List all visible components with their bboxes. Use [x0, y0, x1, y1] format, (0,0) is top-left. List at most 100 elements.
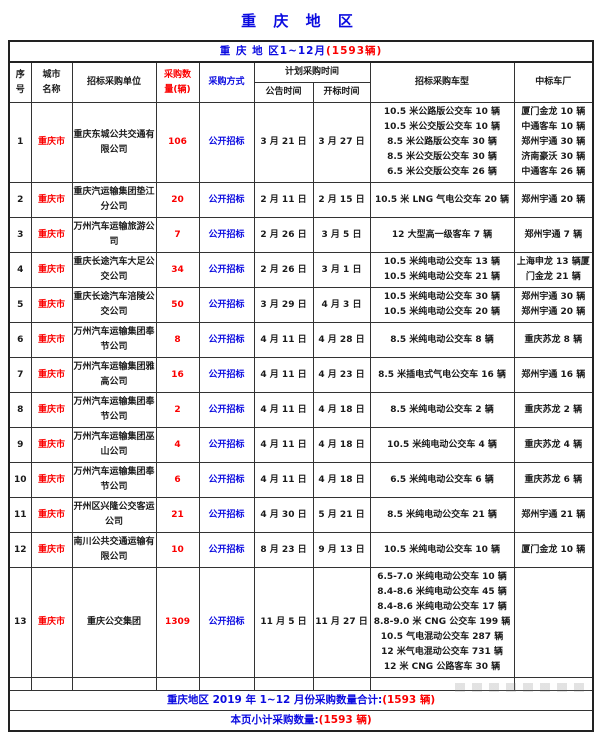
- winner-cell: 上海申龙 13 辆厦门金龙 21 辆: [513, 252, 594, 288]
- winner-line: 郑州宇通 30 辆: [521, 292, 586, 302]
- vehicle-cell: 10.5 米纯电动公交车 30 辆 10.5 米纯电动公交车 20 辆: [369, 287, 515, 323]
- method-cell: 公开招标: [198, 497, 255, 533]
- header-row-sub: 公告时间 开标时间: [9, 82, 593, 103]
- vehicle-line: 8.5 米纯电动公交车 21 辆: [387, 509, 497, 520]
- winner-line: 郑州宇通 7 辆: [524, 229, 583, 240]
- vehicle-cell: 10.5 米公路版公交车 10 辆 10.5 米公交版公交车 10 辆 8.5 米公…: [369, 102, 515, 183]
- vehicle-cell: 8.5 米纯电动公交车 2 辆: [369, 392, 515, 428]
- vehicle-line: 10.5 米 LNG 气电公交车 20 辆: [374, 194, 510, 205]
- table-banner: 重 庆 地 区1~12月(1593辆): [8, 40, 594, 63]
- seq-cell: 3: [8, 217, 32, 253]
- seq-cell: 1: [8, 102, 32, 183]
- winner-line: 郑州宇通 16 辆: [521, 369, 586, 380]
- announce-date-cell: 2 月 11 日: [253, 182, 314, 218]
- banner-region-label: 重 庆 地 区1~12月: [219, 45, 326, 57]
- method-cell: 公开招标: [198, 217, 255, 253]
- announce-date-cell: 8 月 23 日: [253, 532, 314, 568]
- vehicle-line: 10.5 米纯电动公交车 4 辆: [387, 439, 497, 450]
- announce-date-cell: 4 月 11 日: [253, 392, 314, 428]
- unit-cell: 万州汽车运输集团奉节公司: [71, 392, 157, 428]
- vehicle-line: 10.5 米纯电动公交车 10 辆: [383, 544, 501, 555]
- col-header-unit: 招标采购单位: [71, 61, 157, 103]
- city-cell: 重庆市: [30, 427, 73, 463]
- city-cell: 重庆市: [30, 357, 73, 393]
- open-date-cell: 4 月 28 日: [312, 322, 371, 358]
- vehicle-line: 10.5 气电混动公交车 287 辆: [380, 632, 504, 642]
- seq-cell: 12: [8, 532, 32, 568]
- qty-cell: 2: [155, 392, 200, 428]
- vehicle-cell: 8.5 米纯电动公交车 21 辆: [369, 497, 515, 533]
- announce-date-cell: 2 月 26 日: [253, 252, 314, 288]
- winner-cell: 厦门金龙 10 辆中通客车 10 辆郑州宇通 30 辆济南豪沃 30 辆中通客车…: [513, 102, 594, 183]
- seq-cell: 11: [8, 497, 32, 533]
- announce-date-cell: 3 月 21 日: [253, 102, 314, 183]
- open-date-cell: 5 月 21 日: [312, 497, 371, 533]
- empty-row: [8, 677, 594, 691]
- winner-cell: 重庆苏龙 4 辆: [513, 427, 594, 463]
- unit-cell: 重庆汽运输集团垫江分公司: [71, 182, 157, 218]
- method-cell: 公开招标: [198, 252, 255, 288]
- vehicle-cell: 12 大型高一级客车 7 辆: [369, 217, 515, 253]
- seq-cell: 9: [8, 427, 32, 463]
- winner-line: 郑州宇通 30 辆: [521, 137, 586, 147]
- vehicle-line: 8.5 米公交版公交车 30 辆: [387, 152, 497, 162]
- city-cell: 重庆市: [30, 287, 73, 323]
- announce-date-cell: 2 月 26 日: [253, 217, 314, 253]
- city-cell: 重庆市: [30, 497, 73, 533]
- vehicle-line: 8.4-8.6 米纯电动公交车 45 辆: [377, 587, 507, 597]
- city-cell: 重庆市: [30, 462, 73, 498]
- seq-cell: 4: [8, 252, 32, 288]
- col-header-announce-time: 公告时间: [253, 82, 314, 103]
- city-cell: 重庆市: [30, 102, 73, 183]
- col-header-method: 采购方式: [198, 61, 255, 103]
- winner-cell: 重庆苏龙 8 辆: [513, 322, 594, 358]
- unit-cell: 重庆东城公共交通有限公司: [71, 102, 157, 183]
- vehicle-line: 10.5 米纯电动公交车 20 辆: [383, 307, 501, 317]
- seq-cell: 13: [8, 567, 32, 678]
- qty-cell: 4: [155, 427, 200, 463]
- unit-cell: 南川公共交通运输有限公司: [71, 532, 157, 568]
- col-header-qty: 采购数 量(辆): [155, 61, 200, 103]
- vehicle-line: 10.5 米公交版公交车 10 辆: [383, 122, 501, 132]
- announce-date-cell: 4 月 11 日: [253, 322, 314, 358]
- announce-date-cell: 11 月 5 日: [253, 567, 314, 678]
- method-cell: 公开招标: [198, 567, 255, 678]
- unit-cell: 万州汽车运输集团雅高公司: [71, 357, 157, 393]
- winner-line: 厦门金龙 10 辆: [521, 107, 586, 117]
- winner-cell: 郑州宇通 20 辆: [513, 182, 594, 218]
- page-title: 重 庆 地 区: [241, 12, 359, 30]
- col-header-vehicle: 招标采购车型: [369, 61, 515, 103]
- winner-cell: 重庆苏龙 6 辆: [513, 462, 594, 498]
- announce-date-cell: 4 月 11 日: [253, 427, 314, 463]
- method-cell: 公开招标: [198, 427, 255, 463]
- winner-line: 郑州宇通 21 辆: [521, 509, 586, 520]
- qty-cell: 10: [155, 532, 200, 568]
- open-date-cell: 4 月 18 日: [312, 427, 371, 463]
- open-date-cell: 9 月 13 日: [312, 532, 371, 568]
- city-cell: 重庆市: [30, 567, 73, 678]
- method-cell: 公开招标: [198, 357, 255, 393]
- city-cell: 重庆市: [30, 182, 73, 218]
- open-date-cell: 3 月 27 日: [312, 102, 371, 183]
- page-subtotal-row: 本页小计采购数量:(1593 辆): [8, 710, 594, 732]
- open-date-cell: 4 月 18 日: [312, 462, 371, 498]
- seq-cell: 8: [8, 392, 32, 428]
- qty-cell: 106: [155, 102, 200, 183]
- winner-cell: 郑州宇通 30 辆郑州宇通 20 辆: [513, 287, 594, 323]
- city-cell: 重庆市: [30, 322, 73, 358]
- method-cell: 公开招标: [198, 322, 255, 358]
- method-cell: 公开招标: [198, 462, 255, 498]
- method-cell: 公开招标: [198, 182, 255, 218]
- unit-cell: 重庆公交集团: [71, 567, 157, 678]
- qty-cell: 21: [155, 497, 200, 533]
- winner-line: 上海申龙 13 辆厦门金龙 21 辆: [516, 257, 590, 282]
- region-total-label: 重庆地区 2019 年 1~12 月份采购数量合计:: [166, 694, 383, 706]
